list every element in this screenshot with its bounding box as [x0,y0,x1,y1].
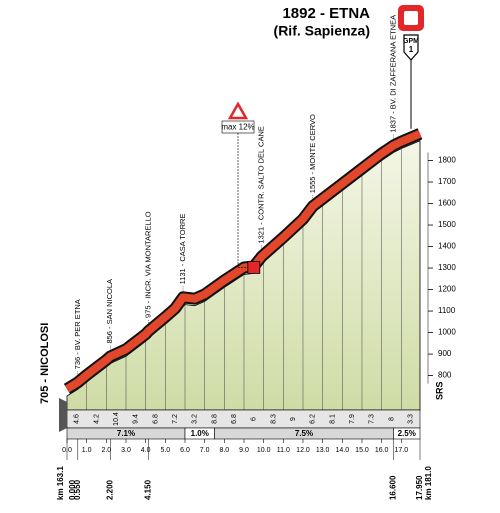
gpm-category: 1 [409,45,414,54]
profile-area [66,140,421,411]
gradient-label: 8 [388,417,395,421]
y-tick-label: 1500 [438,220,456,229]
max-marker [247,261,261,274]
y-tick-label: 1000 [438,328,456,337]
gradient-label: 9 [290,417,297,421]
place-label: 1131 - CASA TORRE [178,214,187,285]
y-tick-label: 1800 [438,156,456,165]
avg-gradient-bar [393,427,421,440]
max-label: max 12% [221,123,254,132]
gradient-label: 10.4 [113,412,120,426]
km-mark-label: 0.550 [73,479,82,500]
x-tick-label: 1.0 [82,447,92,454]
avg-gradient-label: 7.1% [117,429,135,438]
gradient-label: 8.3 [270,414,277,424]
km-end: km 181.0 [424,466,433,500]
y-tick-label: 1600 [438,199,456,208]
gradient-label: 6.8 [231,414,238,424]
x-tick-label: 12.0 [296,447,310,454]
gradient-label: 7.3 [369,414,376,424]
x-tick-label: 10.0 [257,447,271,454]
y-tick-label: 1400 [438,242,456,251]
gradient-label: 3.2 [192,414,199,424]
gradient-label: 7.2 [172,414,179,424]
max-triangle [227,101,249,120]
place-label: 856 - SAN NICOLA [105,279,114,344]
place-label: 975 - INCR. VIA MONTARELLO [144,211,153,318]
km-mark-label: 0.000 [68,479,77,500]
avg-gradient-label: 2.5% [398,429,416,438]
y-tick-label: 1700 [438,177,456,186]
place-label: 705 - NICOLOSI [39,323,51,404]
x-tick-label: 2.0 [101,447,111,454]
km-mark-label: 17.950 [415,475,424,500]
x-tick-label: 5.0 [160,447,170,454]
km-mark-label: 16.600 [389,475,398,500]
x-tick-label: 13.0 [316,447,330,454]
x-tick-label: 16.0 [375,447,389,454]
place-label: 1321 - CONTR. SALTO DEL CANE [257,126,266,243]
chart-subtitle: (Rif. Sapienza) [274,23,370,39]
x-tick-label: 11.0 [277,447,290,454]
gradient-label: 8.1 [329,414,336,424]
y-tick-label: 1300 [438,263,456,272]
gpm-label: GPM [403,38,419,45]
gradient-label: 8.8 [211,414,218,424]
x-tick-label: 4.0 [141,447,151,454]
y-tick-label: 900 [438,349,452,358]
gradient-label: 6.2 [310,414,317,424]
gradient-label: 4.6 [74,414,81,424]
x-tick-label: 14.0 [336,447,350,454]
profile-band [64,130,422,393]
gradient-label: 3.3 [408,414,415,424]
x-tick-label: 8.0 [219,447,229,454]
gradient-label: 4.2 [93,414,100,424]
gradient-label: 9.4 [133,414,140,424]
chart-title: 1892 - ETNA [282,5,370,22]
km-mark-label: 4.150 [144,479,153,500]
max-box [221,120,255,134]
gradient-label: 7.9 [349,414,356,424]
place-label: 1837 - BV. DI ZAFFERANA ETNEA [388,15,397,133]
start-block [59,398,67,432]
place-label: 1555 - MONTE CERVO [308,114,317,193]
y-tick-label: 800 [438,371,452,380]
x-tick-label: 17.0 [395,447,409,454]
x-tick-label: 3.0 [121,447,131,454]
x-tick-label: 9.0 [239,447,249,454]
gpm-icon [398,5,424,61]
place-label: 736 - BV. PER ETNA [73,299,82,369]
logo: SRS [434,381,444,400]
avg-gradient-label: 7.5% [295,429,313,438]
y-tick-label: 1100 [438,306,456,315]
gradient-label: 6.8 [152,414,159,424]
y-tick-label: 1200 [438,285,456,294]
km-mark-label: 2.200 [105,479,114,500]
avg-gradient-label: 1.0% [191,429,209,438]
x-tick-label: 7.0 [200,447,210,454]
x-tick-label: 15.0 [355,447,369,454]
gradient-label: 6 [251,417,258,421]
km-start: km 163.1 [56,466,65,500]
x-tick-label: 6.0 [180,447,190,454]
